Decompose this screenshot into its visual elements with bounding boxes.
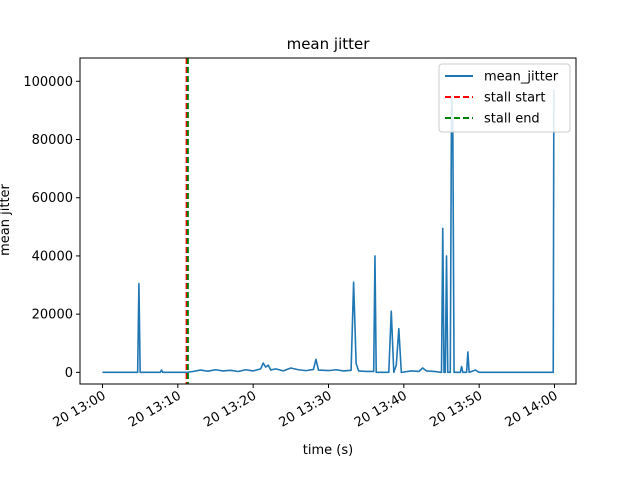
legend-label-stall-end: stall end: [484, 112, 540, 127]
legend-label-mean_jitter: mean_jitter: [484, 70, 559, 85]
legend-label-stall-start: stall start: [484, 91, 545, 106]
y-axis-title: mean jitter: [0, 183, 13, 255]
y-tick-label: 40000: [32, 249, 73, 264]
y-tick-label: 80000: [32, 133, 73, 148]
y-tick-label: 60000: [32, 191, 73, 206]
y-tick-label: 100000: [23, 75, 73, 90]
legend-box: [438, 63, 571, 133]
x-axis-title: time (s): [303, 443, 353, 458]
y-tick-label: 0: [65, 366, 73, 381]
chart-title: mean jitter: [287, 35, 371, 53]
y-tick-label: 20000: [32, 308, 73, 323]
